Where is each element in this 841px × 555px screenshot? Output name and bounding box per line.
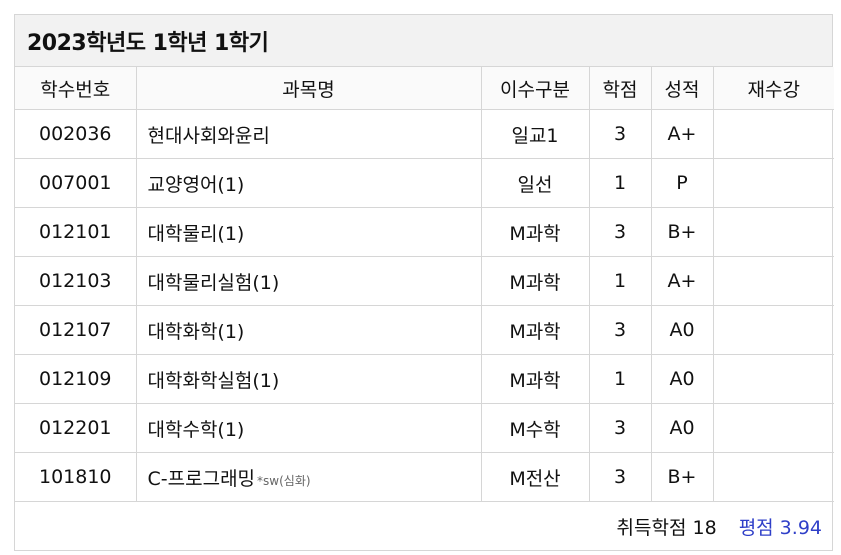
course-code: 012107: [15, 305, 137, 355]
course-category: 일교1: [481, 109, 590, 159]
course-name-cell: 대학수학(1): [136, 403, 482, 453]
course-credits: 3: [589, 305, 652, 355]
semester-grade-card: 2023학년도 1학년 1학기 학수번호 과목명 이수구분 학점 성적 재수강 …: [14, 14, 834, 551]
course-name-cell: 교양영어(1): [136, 158, 482, 208]
semester-title: 2023학년도 1학년 1학기: [27, 30, 269, 56]
course-code: 012103: [15, 256, 137, 306]
course-credits: 1: [589, 256, 652, 306]
course-name-cell: 대학물리(1): [136, 207, 482, 257]
course-category: M전산: [481, 452, 590, 502]
column-header-credits: 학점: [589, 67, 652, 110]
column-header-grade: 성적: [651, 67, 714, 110]
course-name-cell: 현대사회와윤리: [136, 109, 482, 159]
course-grade: P: [651, 158, 714, 208]
course-retake: [713, 158, 834, 208]
course-retake: [713, 452, 834, 502]
table-row: 101810 C-프로그래밍 *sw(심화) M전산 3 B+: [15, 452, 834, 502]
table-row: 012103 대학물리실험(1) M과학 1 A+: [15, 256, 834, 306]
course-credits: 3: [589, 207, 652, 257]
course-retake: [713, 354, 834, 404]
table-header-row: 학수번호 과목명 이수구분 학점 성적 재수강: [15, 67, 834, 110]
course-code: 012101: [15, 207, 137, 257]
course-retake: [713, 109, 834, 159]
course-code: 002036: [15, 109, 137, 159]
gpa-value: 평점 3.94: [738, 517, 822, 539]
course-name: 교양영어(1): [147, 173, 245, 196]
course-category: M과학: [481, 305, 590, 355]
course-grade: A0: [651, 354, 714, 404]
course-category: M수학: [481, 403, 590, 453]
course-credits: 3: [589, 109, 652, 159]
course-category: 일선: [481, 158, 590, 208]
table-row: 012101 대학물리(1) M과학 3 B+: [15, 207, 834, 257]
course-credits: 1: [589, 158, 652, 208]
course-name-cell: 대학화학실험(1): [136, 354, 482, 404]
course-grade: B+: [651, 207, 714, 257]
course-name: 대학물리(1): [147, 222, 245, 245]
course-name: C-프로그래밍: [147, 467, 256, 490]
course-category: M과학: [481, 354, 590, 404]
course-name: 현대사회와윤리: [147, 124, 270, 147]
course-name: 대학수학(1): [147, 418, 245, 441]
course-credits: 3: [589, 403, 652, 453]
course-name-cell: 대학물리실험(1): [136, 256, 482, 306]
course-grade: A+: [651, 256, 714, 306]
course-note: *sw(심화): [257, 473, 311, 488]
course-name: 대학화학실험(1): [147, 369, 280, 392]
course-grade: A+: [651, 109, 714, 159]
earned-credits: 취득학점 18: [616, 517, 717, 539]
course-code: 101810: [15, 452, 137, 502]
table-row: 012201 대학수학(1) M수학 3 A0: [15, 403, 834, 453]
course-name: 대학물리실험(1): [147, 271, 280, 294]
column-header-category: 이수구분: [481, 67, 590, 110]
course-category: M과학: [481, 256, 590, 306]
course-retake: [713, 305, 834, 355]
table-row: 002036 현대사회와윤리 일교1 3 A+: [15, 109, 834, 159]
semester-summary: 취득학점 18 평점 3.94: [15, 502, 832, 551]
table-row: 012107 대학화학(1) M과학 3 A0: [15, 305, 834, 355]
course-retake: [713, 256, 834, 306]
course-category: M과학: [481, 207, 590, 257]
course-name-cell: 대학화학(1): [136, 305, 482, 355]
column-header-name: 과목명: [136, 67, 482, 110]
course-code: 007001: [15, 158, 137, 208]
course-grade: A0: [651, 403, 714, 453]
course-name: 대학화학(1): [147, 320, 245, 343]
table-row: 007001 교양영어(1) 일선 1 P: [15, 158, 834, 208]
course-grade: A0: [651, 305, 714, 355]
semester-header: 2023학년도 1학년 1학기: [15, 15, 832, 67]
course-credits: 3: [589, 452, 652, 502]
course-code: 012201: [15, 403, 137, 453]
column-header-code: 학수번호: [15, 67, 137, 110]
course-retake: [713, 207, 834, 257]
course-credits: 1: [589, 354, 652, 404]
course-grade: B+: [651, 452, 714, 502]
course-name-cell: C-프로그래밍 *sw(심화): [136, 452, 482, 502]
table-row: 012109 대학화학실험(1) M과학 1 A0: [15, 354, 834, 404]
column-header-retake: 재수강: [713, 67, 834, 110]
course-code: 012109: [15, 354, 137, 404]
grades-table: 학수번호 과목명 이수구분 학점 성적 재수강 002036 현대사회와윤리 일…: [15, 67, 834, 502]
course-retake: [713, 403, 834, 453]
